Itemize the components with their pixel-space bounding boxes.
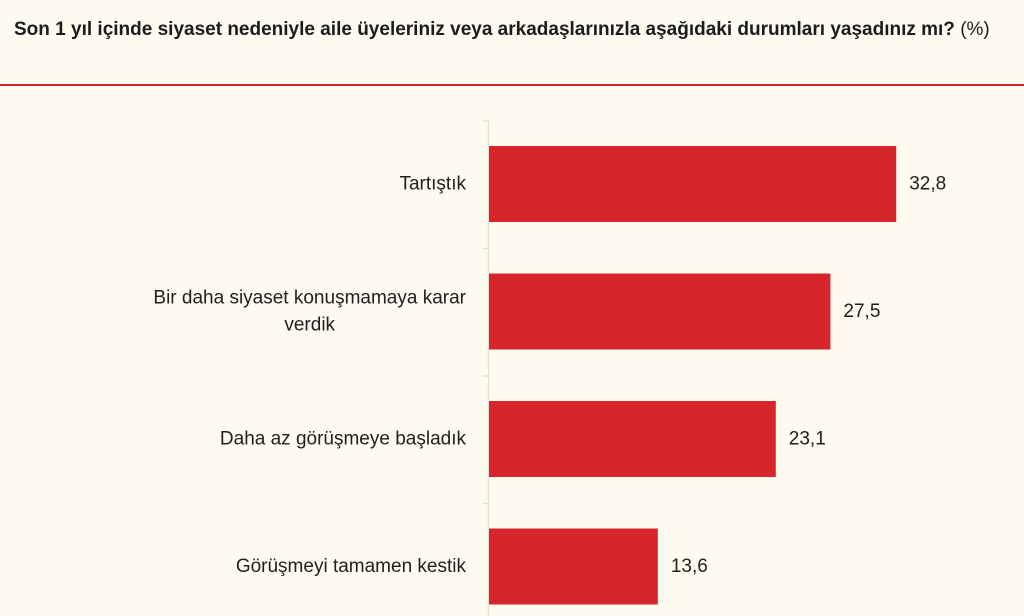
title-divider [0,84,1024,86]
category-label: Tartıştık [399,174,466,195]
category-label-line: Daha az görüşmeye başladık [220,429,467,450]
category-label-line: Tartıştık [399,174,466,195]
bar-value-label: 23,1 [789,429,826,450]
category-label-line: Görüşmeyi tamamen kestik [236,556,467,577]
bar [489,401,776,477]
category-label: Bir daha siyaset konuşmamaya karar verdik [153,288,466,336]
chart-title-text: Son 1 yıl içinde siyaset nedeniyle aile … [14,19,955,40]
bar-chart-bars-group [489,146,897,605]
category-label-line: Bir daha siyaset konuşmamaya karar [153,288,466,309]
bar [489,273,831,350]
bar [489,528,658,605]
category-label: Görüşmeyi tamamen kestik [236,556,467,577]
bar-chart-value-labels-group: 32,8 27,5 23,1 13,6 [671,174,946,578]
bar-chart-category-labels-group: Tartıştık Bir daha siyaset konuşmamaya ka… [153,174,466,578]
chart-title: Son 1 yıl içinde siyaset nedeniyle aile … [14,17,1009,42]
bar-value-label: 27,5 [843,301,880,322]
bar-chart-axis-group [483,120,490,616]
bar [489,146,897,222]
category-label: Daha az görüşmeye başladık [220,429,467,450]
chart-title-unit: (%) [960,19,990,40]
bar-value-label: 13,6 [671,556,708,577]
category-label-line: verdik [284,315,335,336]
bar-value-label: 32,8 [909,174,946,195]
